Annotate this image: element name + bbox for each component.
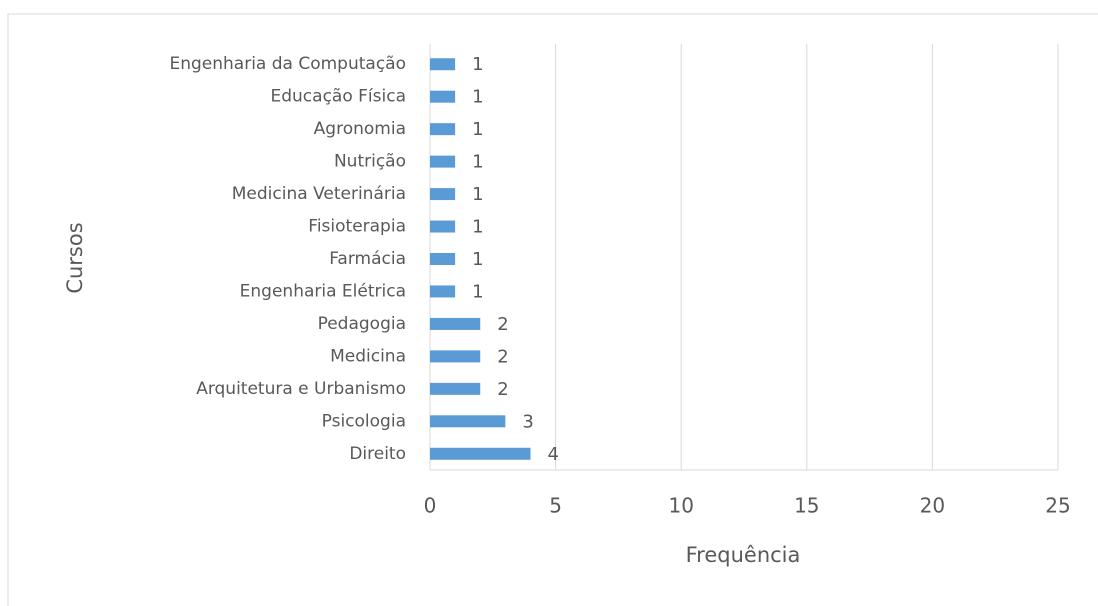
x-tick-label: 5 <box>549 494 562 518</box>
bar <box>430 415 506 428</box>
x-tick-label: 0 <box>424 494 437 518</box>
data-label: 3 <box>522 411 533 432</box>
y-tick-label: Educação Física <box>271 87 407 107</box>
data-label: 1 <box>472 152 483 173</box>
bar <box>430 285 456 298</box>
bar <box>430 123 456 136</box>
y-tick-label: Medicina <box>330 346 406 366</box>
data-label: 1 <box>472 87 483 108</box>
y-tick-label: Farmácia <box>329 249 406 269</box>
y-axis-label: Cursos <box>63 222 87 293</box>
bar <box>430 253 456 265</box>
data-label: 2 <box>497 346 508 367</box>
chart-frame <box>7 13 1098 606</box>
bar <box>430 188 456 201</box>
data-label: 1 <box>472 249 483 270</box>
bar <box>430 447 531 460</box>
y-tick-label: Nutrição <box>334 152 406 172</box>
x-tick-label: 20 <box>920 494 945 518</box>
data-label: 1 <box>472 217 483 238</box>
x-tick-label: 15 <box>794 494 819 518</box>
bar <box>430 90 456 103</box>
y-tick-label: Psicologia <box>322 411 406 431</box>
y-tick-label: Direito <box>349 444 406 464</box>
x-axis-label: Frequência <box>686 543 801 567</box>
x-tick-label: 10 <box>668 494 693 518</box>
y-tick-label: Agronomia <box>314 119 406 139</box>
data-label: 2 <box>497 379 508 400</box>
bar <box>430 58 456 71</box>
y-tick-label: Arquitetura e Urbanismo <box>196 379 406 399</box>
bar <box>430 220 456 233</box>
data-label: 2 <box>497 314 508 335</box>
data-label: 1 <box>472 54 483 75</box>
y-tick-label: Fisioterapia <box>308 217 406 237</box>
y-tick-label: Pedagogia <box>318 314 406 334</box>
y-tick-label: Engenharia da Computação <box>169 54 406 74</box>
x-tick-label: 25 <box>1045 494 1070 518</box>
data-label: 1 <box>472 281 483 302</box>
bar <box>430 382 481 395</box>
data-label: 1 <box>472 119 483 140</box>
bar <box>430 317 481 330</box>
y-tick-label: Medicina Veterinária <box>232 184 406 204</box>
y-tick-label: Engenharia Elétrica <box>240 281 406 301</box>
bar <box>430 350 481 363</box>
data-label: 1 <box>472 184 483 205</box>
bar <box>430 155 456 168</box>
data-label: 4 <box>547 444 558 465</box>
